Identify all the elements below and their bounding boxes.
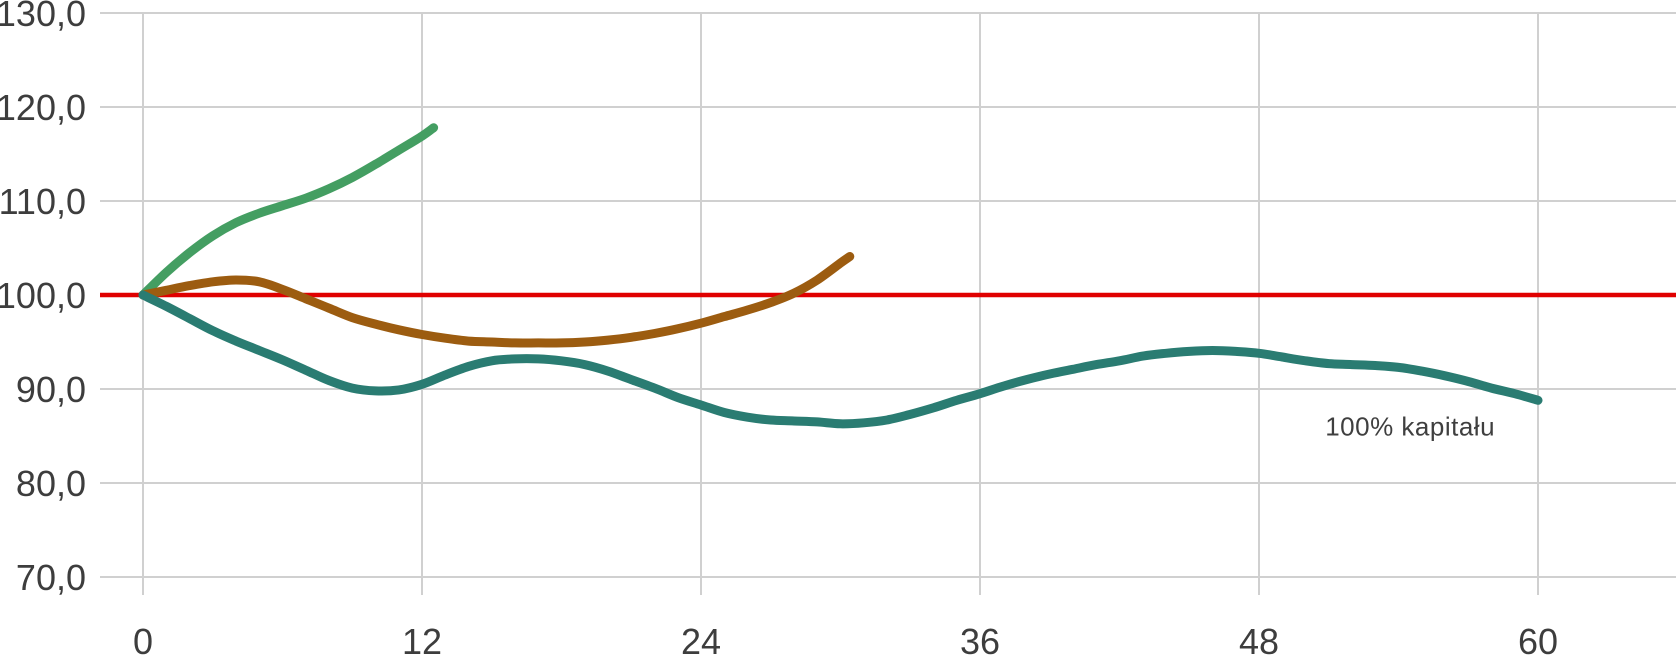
y-tick-label: 100,0 <box>0 275 86 316</box>
series-line-green <box>138 123 439 300</box>
y-tick-label: 80,0 <box>16 463 86 504</box>
x-tick-label: 60 <box>1518 621 1558 659</box>
series-line-brown <box>138 252 855 348</box>
x-tick-label: 12 <box>402 621 442 659</box>
series-line-teal <box>138 290 1543 429</box>
y-tick-label: 120,0 <box>0 87 86 128</box>
y-tick-label: 70,0 <box>16 557 86 598</box>
annotation-100-kapitalu: 100% kapitału <box>1325 411 1496 442</box>
y-tick-label: 130,0 <box>0 0 86 34</box>
x-tick-label: 24 <box>681 621 721 659</box>
x-tick-label: 48 <box>1239 621 1279 659</box>
y-tick-label: 90,0 <box>16 369 86 410</box>
x-tick-label: 0 <box>133 621 153 659</box>
x-tick-label: 36 <box>960 621 1000 659</box>
y-tick-label: 110,0 <box>0 181 86 222</box>
